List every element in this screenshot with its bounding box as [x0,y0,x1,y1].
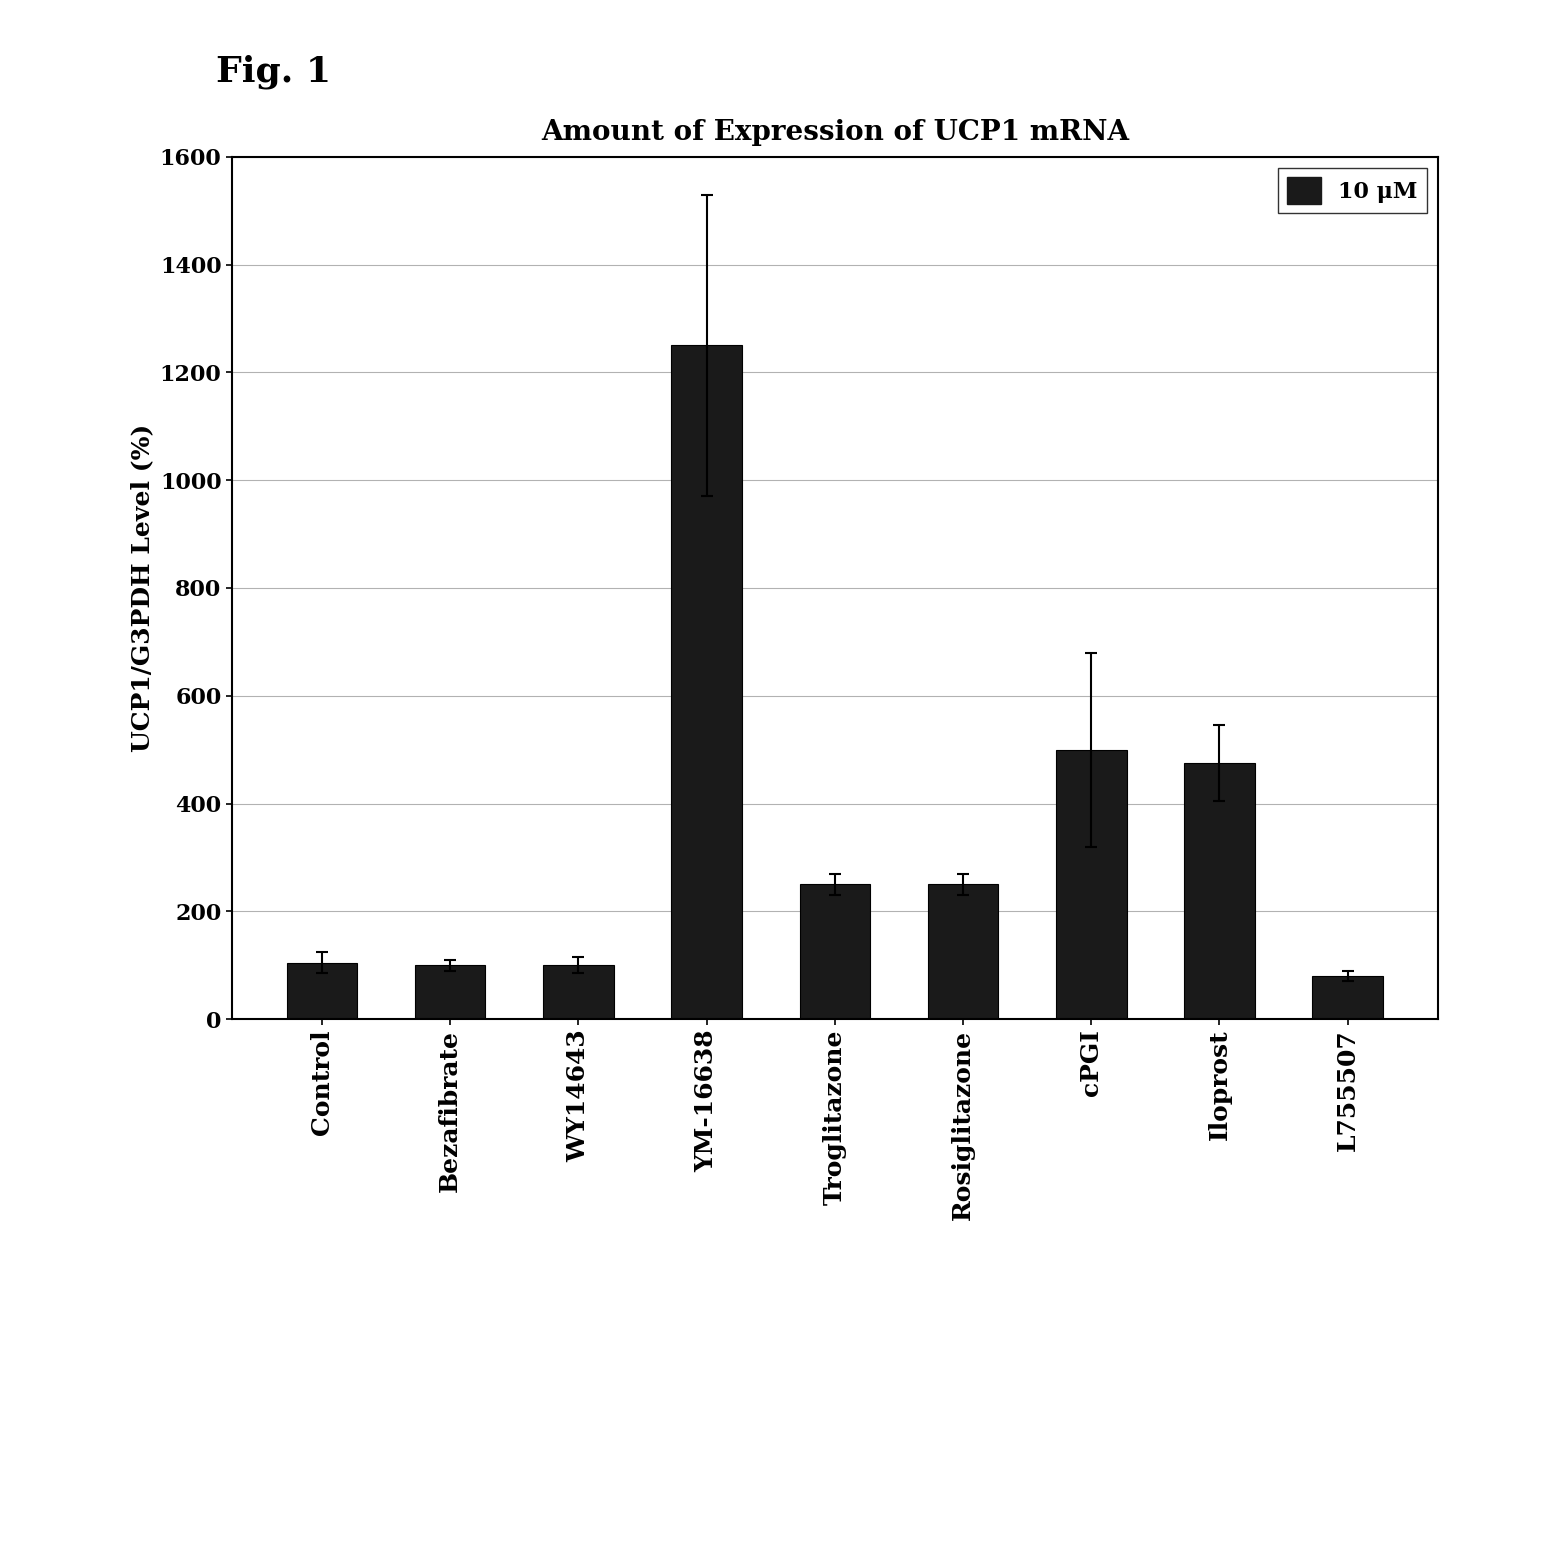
Y-axis label: UCP1/G3PDH Level (%): UCP1/G3PDH Level (%) [130,423,155,753]
Title: Amount of Expression of UCP1 mRNA: Amount of Expression of UCP1 mRNA [541,119,1129,146]
Bar [928,884,999,1019]
Bar [799,884,870,1019]
Bar [414,966,485,1019]
Bar [1184,764,1255,1019]
Legend: 10 μM: 10 μM [1279,168,1427,213]
Bar [1056,750,1127,1019]
Bar [543,966,614,1019]
Bar [286,963,357,1019]
Bar [1313,975,1384,1019]
Text: Fig. 1: Fig. 1 [216,55,331,89]
Bar [671,345,742,1019]
